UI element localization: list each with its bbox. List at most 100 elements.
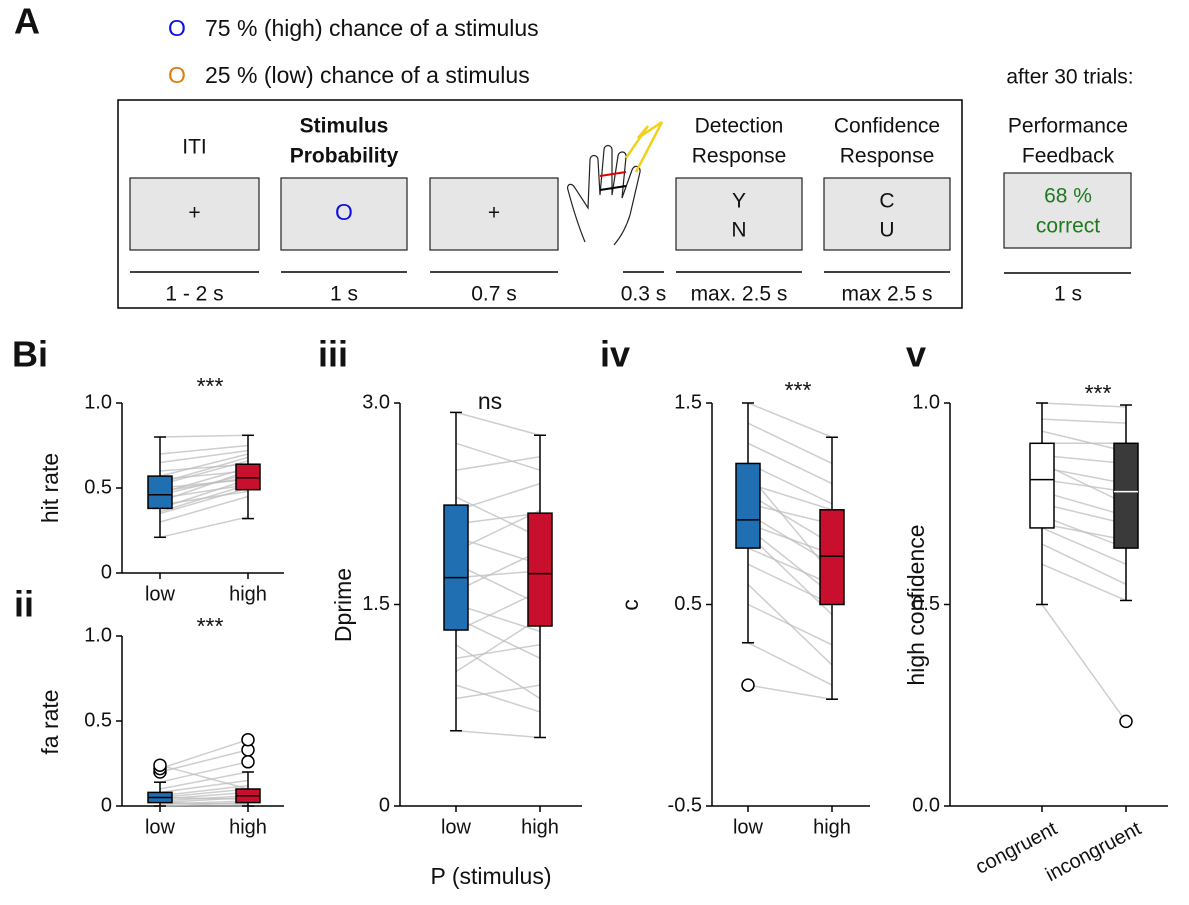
y-tick-label: 0.5	[84, 709, 112, 731]
subject-line	[159, 449, 249, 464]
subject-line	[455, 617, 541, 659]
feedback-note: after 30 trials:	[1006, 66, 1133, 89]
box	[1113, 442, 1139, 549]
subject-line	[159, 738, 249, 770]
subject-line	[455, 550, 541, 592]
screen-text: +	[488, 202, 500, 225]
y-axis-label: fa rate	[37, 689, 63, 754]
subject-line	[159, 779, 249, 794]
chart-title: ***	[197, 373, 224, 399]
subject-line	[747, 402, 833, 438]
y-tick-label: 3.0	[362, 391, 390, 413]
panel-label: iii	[318, 334, 348, 375]
subject-line	[747, 642, 833, 686]
screen-text: O	[335, 199, 353, 225]
subject-line	[455, 411, 541, 436]
subject-line	[455, 536, 541, 565]
x-tick-label: low	[733, 816, 764, 838]
subject-line	[747, 547, 833, 586]
x-tick-label: low	[441, 816, 472, 838]
panel-label: A	[14, 1, 40, 42]
subject-line	[747, 462, 833, 505]
subject-line	[455, 570, 541, 579]
subject-line	[455, 563, 541, 606]
subject-line	[1041, 430, 1127, 453]
y-tick-label: 0.5	[912, 593, 940, 615]
task-frame	[117, 99, 963, 309]
box	[147, 475, 173, 510]
screen-text: +	[188, 202, 200, 225]
subject-line	[455, 730, 541, 739]
subject-line	[1041, 418, 1127, 424]
x-tick-label: high	[229, 816, 267, 838]
feedback-text: correct	[1036, 215, 1100, 238]
subject-line	[1041, 402, 1127, 408]
chart: iii ns Dprime P (stimulus) 0 1.5 3.0 low high	[318, 334, 582, 889]
x-tick-label: high	[229, 583, 267, 605]
chart-title: ns	[478, 388, 502, 414]
y-tick-label: 1.0	[912, 391, 940, 413]
outlier	[741, 678, 755, 692]
screen-text: Y	[732, 190, 746, 213]
subject-line	[455, 644, 541, 700]
y-tick-label: 0	[379, 794, 390, 816]
duration: 0.7 s	[471, 283, 517, 306]
subject-line	[159, 801, 249, 807]
y-tick-label: -0.5	[668, 794, 702, 816]
subject-line	[455, 455, 541, 471]
subject-line	[455, 684, 541, 713]
subject-line	[1041, 503, 1127, 525]
step-header: Response	[840, 145, 935, 168]
chart: Bi *** hit rate 0 0.5 1.0 low high	[12, 334, 284, 605]
chart-title: ***	[1085, 380, 1112, 406]
subject-line	[747, 482, 833, 511]
subject-line	[159, 456, 249, 484]
subject-line	[159, 516, 249, 539]
screen-text: C	[879, 190, 894, 213]
feedback-header: Feedback	[1022, 145, 1115, 168]
subject-line	[159, 788, 249, 799]
feedback-text: 68 %	[1044, 185, 1092, 208]
box	[735, 462, 761, 549]
outlier	[1119, 714, 1133, 729]
screen	[823, 177, 951, 251]
duration: max. 2.5 s	[691, 283, 788, 306]
legend-symbol: O	[168, 15, 186, 41]
subject-line	[455, 684, 541, 700]
screen-text: N	[731, 219, 746, 242]
subject-line	[159, 796, 249, 800]
chart-title: ***	[197, 613, 224, 639]
chart: iv *** c -0.5 0.5 1.5 low high	[600, 334, 870, 838]
step-header: Confidence	[834, 115, 940, 138]
subject-line	[1041, 462, 1127, 505]
subject-line	[159, 495, 249, 523]
subject-line	[159, 434, 249, 438]
box	[235, 463, 261, 491]
subject-line	[455, 644, 541, 659]
y-tick-label: 0	[101, 794, 112, 816]
y-axis-label: Dprime	[330, 568, 356, 642]
subject-line	[159, 453, 249, 477]
subject-line	[747, 503, 833, 525]
subject-line	[747, 473, 833, 575]
chart: v***high confidence0.00.51.0congruentinc…	[903, 334, 1168, 886]
screen	[129, 177, 260, 251]
y-axis-label: c	[617, 599, 643, 611]
subject-line	[1041, 454, 1127, 465]
subject-line	[159, 487, 249, 515]
y-tick-label: 1.5	[362, 593, 390, 615]
subject-line	[159, 784, 249, 797]
subject-line	[455, 512, 541, 525]
feedback-header: Performance	[1008, 115, 1128, 138]
y-axis-label: high confidence	[903, 524, 929, 685]
subject-line	[159, 800, 249, 806]
subject-line	[159, 761, 249, 783]
x-tick-label: high	[521, 816, 559, 838]
duration: 1 s	[1054, 283, 1082, 306]
subject-line	[1041, 523, 1127, 541]
x-axis-label: P (stimulus)	[431, 863, 552, 889]
outlier	[241, 732, 255, 747]
screen	[675, 177, 803, 251]
step-header: Stimulus	[300, 115, 389, 138]
